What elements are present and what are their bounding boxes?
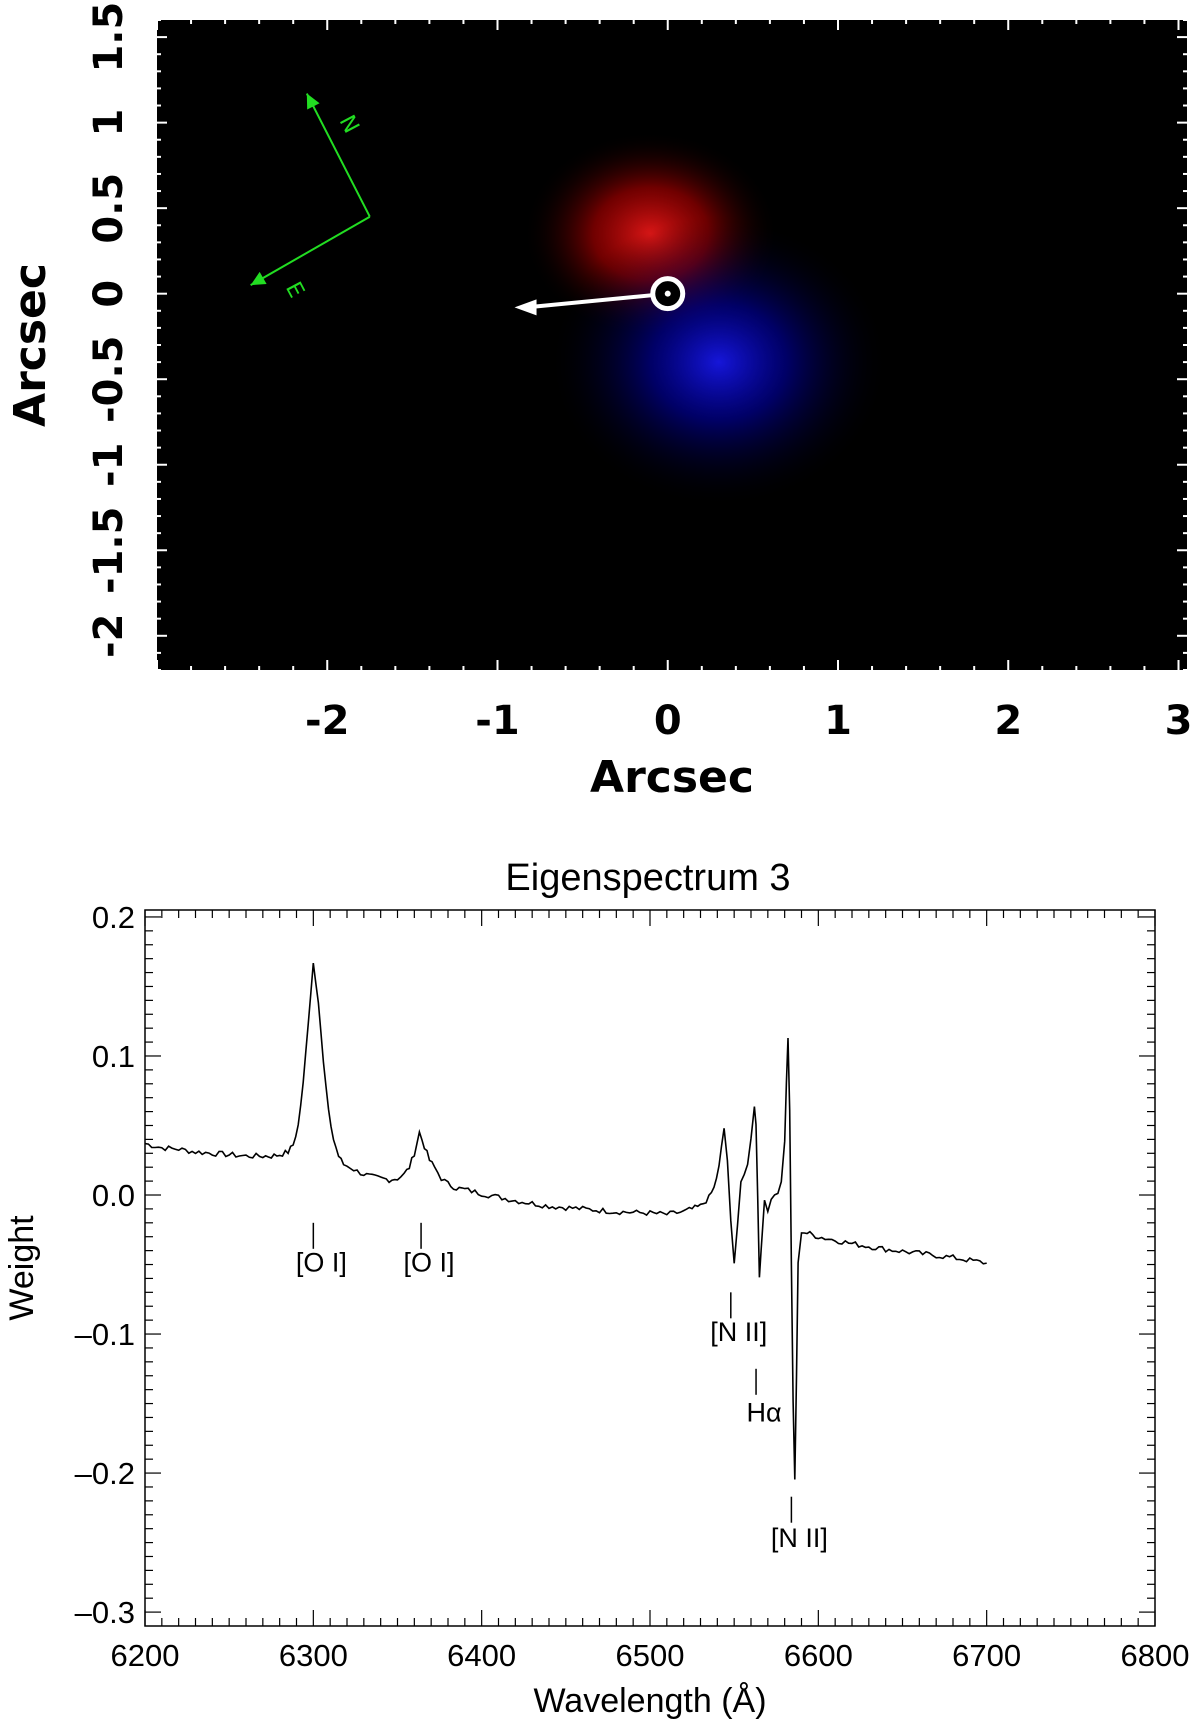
tomogram-y-tick-label: -0.5 xyxy=(86,335,132,422)
tomogram-y-tick-label: 1 xyxy=(86,109,132,137)
tomogram-y-tick-label: -1.5 xyxy=(86,507,132,594)
velocity-vector-shaft xyxy=(526,291,668,310)
tomogram-x-tick-label: -2 xyxy=(305,698,349,744)
spectrum-line-label: [N II] xyxy=(771,1523,828,1553)
spectrum-x-tick-label: 6500 xyxy=(616,1638,685,1673)
spectrum-line-label: [O I] xyxy=(296,1247,347,1277)
tomogram-axes: -2 -1 0 1 2 3 -2 -1.5 -1 -0.5 0 0.5 1 1.5 xyxy=(86,2,1192,744)
spectrum-y-tick-label: –0.1 xyxy=(75,1317,135,1352)
spectrum-y-tick-label: 0.2 xyxy=(92,900,135,935)
spectrum-x-tick-label: 6300 xyxy=(279,1638,348,1673)
tomogram-x-tick-label: 3 xyxy=(1165,698,1193,744)
tomogram-panel: NE -2 -1 0 1 2 3-2-1.5-1-0.500.511.5 Arcsec A… xyxy=(5,2,1192,803)
spectrum-line-label: Hα xyxy=(746,1398,781,1428)
spectrum-title: Eigenspectrum 3 xyxy=(505,857,790,899)
compass-north-arrowhead xyxy=(306,93,320,110)
spectrum-x-tick-label: 6400 xyxy=(447,1638,516,1673)
spectrum-x-axis-label: Wavelength (Å) xyxy=(533,1682,766,1719)
spectrum-series-line xyxy=(144,963,987,1480)
spectrum-x-tick-label: 6200 xyxy=(111,1638,180,1673)
compass-east-line xyxy=(250,215,371,286)
tomogram-y-tick-label: 0.5 xyxy=(86,173,132,244)
tomogram-x-tick-label: 0 xyxy=(654,698,682,744)
spectrum-axes: 6200 6300 6400 6500 6600 6700 6800 0.2 0.1 0.0 –0.… xyxy=(75,900,1190,1673)
tomogram-y-tick-label: -2 xyxy=(86,614,132,658)
velocity-vector-arrowhead xyxy=(514,299,537,316)
blue-emission-blob xyxy=(548,216,890,508)
spectrum-line-annotations: [O I] [O I] [N II] Hα [N II] xyxy=(296,1222,828,1553)
tomogram-y-tick-label: 1.5 xyxy=(86,2,132,73)
spectrum-line-label: [N II] xyxy=(710,1317,767,1347)
spectrum-y-tick-label: –0.3 xyxy=(75,1595,135,1630)
spectrum-y-tick-label: 0.0 xyxy=(92,1178,135,1213)
tomogram-y-tick-label: 0 xyxy=(86,280,132,308)
tomogram-x-tick-label: 2 xyxy=(994,698,1022,744)
tomogram-x-tick-label: -1 xyxy=(475,698,519,744)
star-position-dot xyxy=(664,290,671,297)
spectrum-y-tick-label: 0.1 xyxy=(92,1039,135,1074)
spectrum-x-tick-label: 6600 xyxy=(784,1638,853,1673)
spectrum-line-label: [O I] xyxy=(404,1247,455,1277)
spectrum-panel: Eigenspectrum 3 6200 6300 6400 6500 6600 6700… xyxy=(3,857,1189,1719)
spectrum-x-tick-label: 6800 xyxy=(1121,1638,1190,1673)
spectrum-x-tick-label: 6700 xyxy=(952,1638,1021,1673)
tomogram-emission-blobs xyxy=(523,131,890,508)
tomogram-x-tick-label: 1 xyxy=(824,698,852,744)
spectrum-y-tick-label: –0.2 xyxy=(75,1456,135,1491)
tomogram-x-axis-label: Arcsec xyxy=(590,752,754,803)
tomogram-y-tick-label: -1 xyxy=(86,443,132,487)
tomogram-y-axis-label: Arcsec xyxy=(5,263,56,427)
spectrum-y-axis-label: Weight xyxy=(3,1215,41,1321)
compass-north-line xyxy=(305,93,371,218)
compass-east-arrowhead xyxy=(250,271,267,286)
